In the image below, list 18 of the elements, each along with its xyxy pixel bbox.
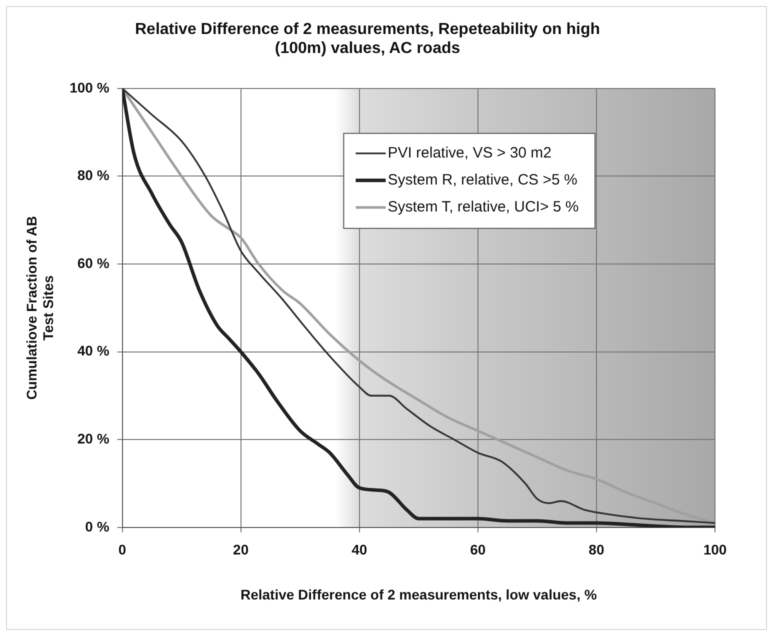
- chart-title: Relative Difference of 2 measurements, Repeteability on high (100m) values, AC roads: [134, 21, 600, 58]
- legend-label: System T, relative, UCI> 5 %: [388, 198, 579, 216]
- x-tick-label: 60: [470, 542, 486, 558]
- y-tick-label: 20 %: [77, 430, 110, 446]
- y-tick-label: 100 %: [70, 79, 110, 96]
- y-tick-label: 60 %: [77, 254, 110, 271]
- x-tick-label: 40: [352, 542, 368, 558]
- x-tick-label: 0: [118, 542, 126, 558]
- legend-label: System R, relative, CS >5 %: [388, 172, 578, 189]
- x-tick-label: 80: [588, 542, 604, 558]
- x-tick-label: 20: [233, 542, 249, 558]
- y-tick-label: 0 %: [85, 518, 110, 534]
- y-axis-title: Cumulatiove Fraction of AB Test Sites: [23, 216, 56, 400]
- legend-label: PVI relative, VS > 30 m2: [388, 144, 552, 162]
- x-axis-title: Relative Difference of 2 measurements, low values, %: [240, 586, 598, 602]
- y-tick-label: 40 %: [77, 342, 110, 359]
- x-tick-label: 100: [703, 542, 727, 558]
- y-tick-label: 80 %: [77, 167, 110, 184]
